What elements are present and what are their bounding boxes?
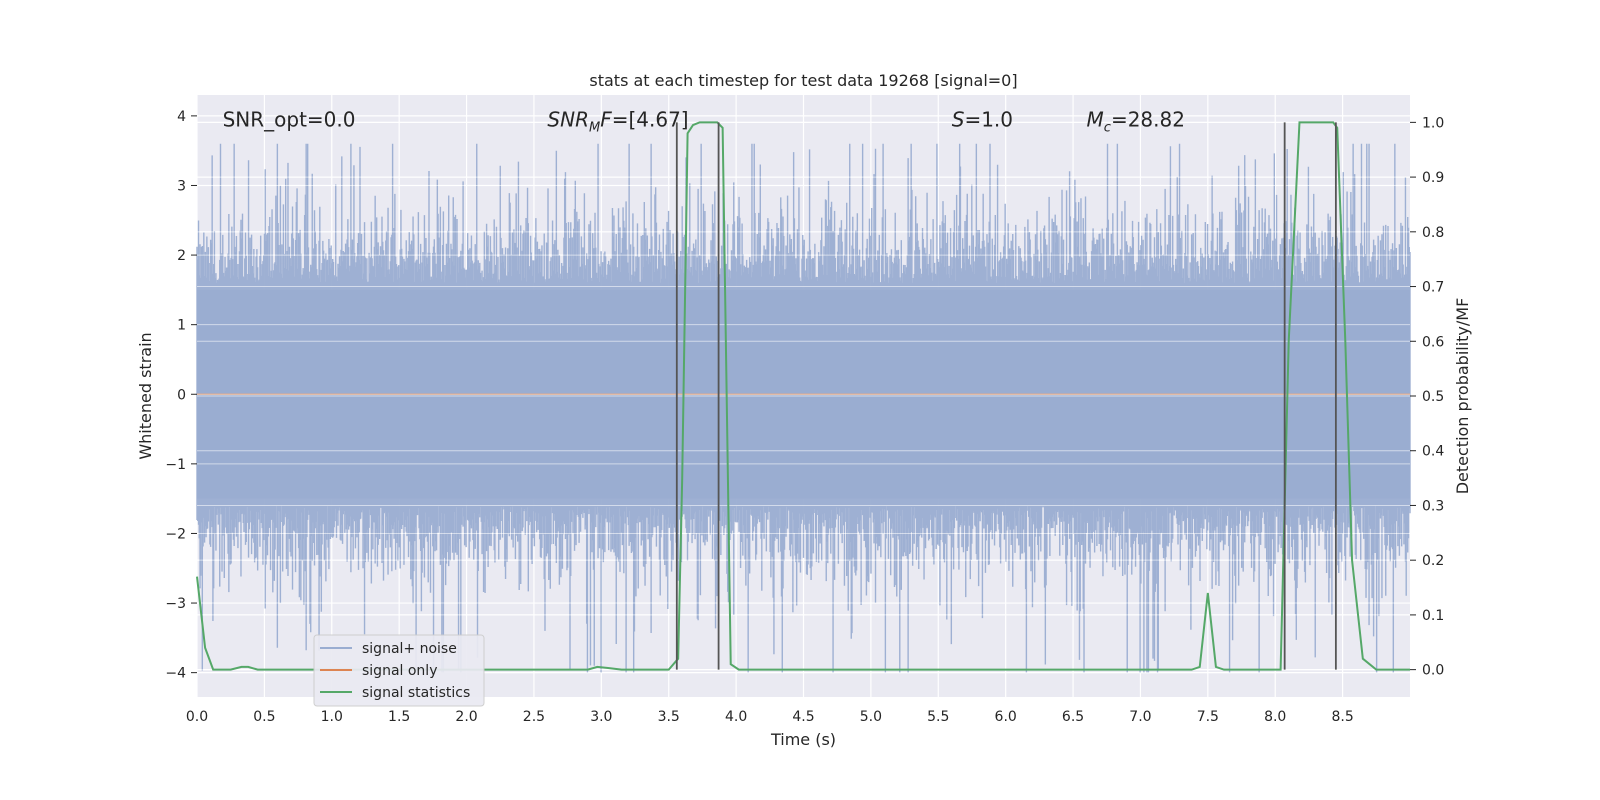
y-tick-label: −4 <box>165 666 186 682</box>
x-tick-label: 2.5 <box>523 709 545 725</box>
x-tick-label: 3.5 <box>658 709 680 725</box>
y-right-tick-label: 0.3 <box>1422 498 1444 514</box>
y-tick-label: −3 <box>165 596 186 612</box>
x-tick-label: 3.0 <box>590 709 612 725</box>
x-tick-label: 4.5 <box>792 709 814 725</box>
x-tick-label: 7.0 <box>1129 709 1151 725</box>
y-right-tick-label: 1.0 <box>1422 115 1444 131</box>
x-tick-label: 1.0 <box>321 709 343 725</box>
legend-box <box>313 634 485 707</box>
y-tick-label: 3 <box>177 178 186 194</box>
y-tick-label: 1 <box>177 318 186 334</box>
legend-label: signal+ noise <box>362 641 457 657</box>
y-right-tick-label: 0.1 <box>1422 608 1444 624</box>
x-tick-label: 0.0 <box>186 709 208 725</box>
annotation-mc-sub: c <box>1104 120 1111 135</box>
annotation-snr-mf-f: F <box>600 107 612 131</box>
x-tick-label: 1.5 <box>388 709 410 725</box>
x-tick-label: 0.5 <box>253 709 275 725</box>
vertical-markers <box>675 122 1337 670</box>
y-right-axis-ticks: 1.0 0.9 0.8 0.7 0.6 0.5 0.4 0.3 0.2 0.1 0.0 <box>1410 115 1444 679</box>
x-tick-label: 6.5 <box>1062 709 1084 725</box>
y-tick-label: 4 <box>177 109 186 125</box>
x-tick-label: 5.0 <box>860 709 882 725</box>
y-right-axis-label: Detection probability/MF <box>1453 298 1472 495</box>
y-tick-label: 0 <box>177 387 186 403</box>
legend: signal+ noise signal only signal statistic… <box>313 634 485 707</box>
annotation-s-italic: S <box>952 107 965 131</box>
chart-title: stats at each timestep for test data 192… <box>589 71 1017 90</box>
annotation-mc: Mc=28.82 <box>1087 107 1185 135</box>
annotation-snr-mf-rest: =[4.67] <box>612 107 689 131</box>
y-axis-label: Whitened strain <box>136 332 155 459</box>
annotation-snr-mf-base: SNR <box>547 107 589 131</box>
x-axis-label: Time (s) <box>770 730 836 749</box>
x-tick-label: 7.5 <box>1197 709 1219 725</box>
y-tick-label: 2 <box>177 248 186 264</box>
y-right-tick-label: 0.4 <box>1422 444 1444 460</box>
x-tick-label: 8.5 <box>1331 709 1353 725</box>
x-tick-label: 8.0 <box>1264 709 1286 725</box>
y-right-tick-label: 0.8 <box>1422 225 1444 241</box>
legend-label: signal only <box>362 663 437 679</box>
y-right-tick-label: 0.5 <box>1422 389 1444 405</box>
annotation-mc-base: M <box>1087 107 1104 131</box>
x-tick-label: 2.0 <box>455 709 477 725</box>
x-tick-label: 6.0 <box>995 709 1017 725</box>
x-tick-label: 5.5 <box>927 709 949 725</box>
x-tick-label: 4.0 <box>725 709 747 725</box>
y-right-tick-label: 0.0 <box>1422 663 1444 679</box>
annotation-snr-mf-sub: M <box>589 120 600 135</box>
annotation-mc-rest: =28.82 <box>1111 107 1185 131</box>
annotation-s-rest: =1.0 <box>964 107 1013 131</box>
x-axis-ticks: 0.0 0.5 1.0 1.5 2.0 2.5 3.0 3.5 4.0 4.5 5.0 5.5 6.0 6… <box>186 709 1354 725</box>
y-tick-label: −2 <box>165 526 186 542</box>
annotation-snr-opt: SNR_opt=0.0 <box>223 107 356 131</box>
annotation-s: S=1.0 <box>952 107 1013 131</box>
y-tick-label: −1 <box>165 457 186 473</box>
annotation-snr-mf: SNRMF=[4.67] <box>547 107 688 135</box>
legend-label: signal statistics <box>362 685 470 701</box>
y-axis-ticks: 4 3 2 1 0 −1 −2 −3 −4 <box>165 109 197 682</box>
y-right-tick-label: 0.7 <box>1422 280 1444 296</box>
y-right-tick-label: 0.9 <box>1422 170 1444 186</box>
y-right-tick-label: 0.6 <box>1422 334 1444 350</box>
y-right-tick-label: 0.2 <box>1422 553 1444 569</box>
